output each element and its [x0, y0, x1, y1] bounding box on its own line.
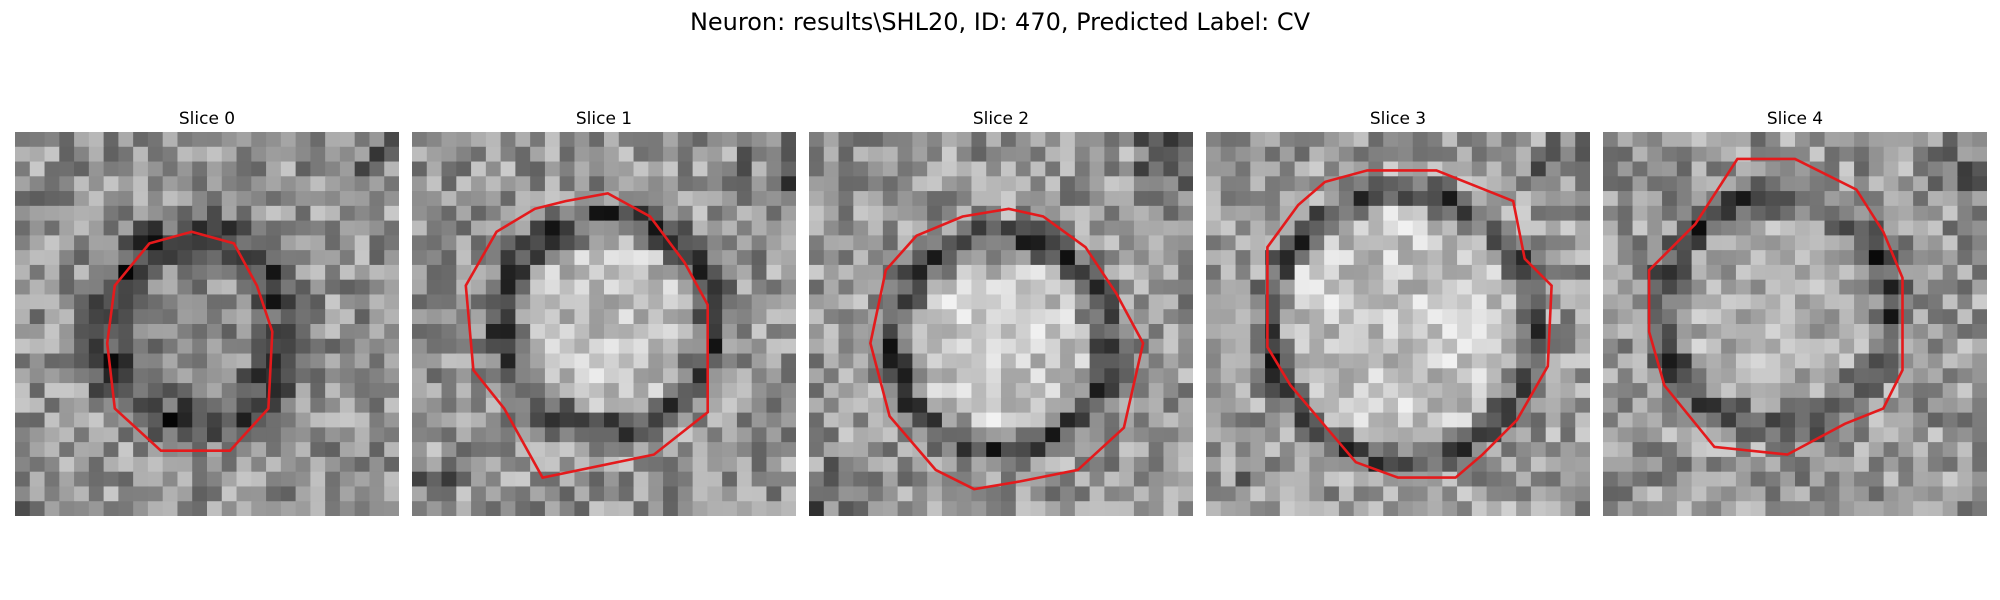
slice-title: Slice 0 [15, 108, 399, 130]
slice-panel-4: Slice 4 [1603, 108, 1987, 516]
slice-title: Slice 3 [1206, 108, 1590, 130]
slice-image [809, 132, 1193, 516]
slice-title: Slice 2 [809, 108, 1193, 130]
slice-panel-3: Slice 3 [1206, 108, 1590, 516]
slice-image [15, 132, 399, 516]
slice-image [1603, 132, 1987, 516]
pixel-grid [1603, 132, 1987, 516]
pixel-grid [809, 132, 1193, 516]
slice-panel-2: Slice 2 [809, 108, 1193, 516]
slice-panel-1: Slice 1 [412, 108, 796, 516]
slice-image [1206, 132, 1590, 516]
pixel-grid [1206, 132, 1590, 516]
pixel-grid [15, 132, 399, 516]
slice-title: Slice 4 [1603, 108, 1987, 130]
slice-title: Slice 1 [412, 108, 796, 130]
slice-image [412, 132, 796, 516]
slice-panel-0: Slice 0 [15, 108, 399, 516]
